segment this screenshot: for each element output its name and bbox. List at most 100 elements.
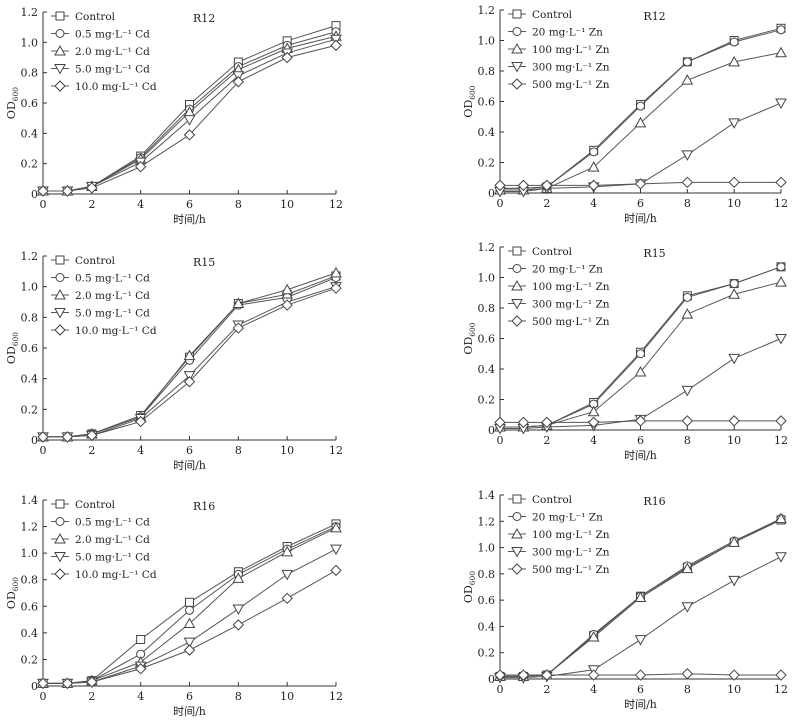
data-point-3 (587, 161, 600, 172)
legend-label: 0.5 mg·L⁻¹ Cd (75, 29, 150, 41)
data-point-5 (494, 179, 506, 192)
x-tick-label: 0 (40, 690, 47, 703)
data-point-5 (681, 415, 694, 427)
x-tick-label: 2 (88, 444, 95, 457)
legend-marker (511, 299, 523, 310)
legend-label: 20 mg·L⁻¹ Zn (532, 264, 603, 276)
x-tick-label: 0 (497, 683, 504, 696)
data-point-5 (37, 677, 49, 690)
data-point-5 (281, 51, 293, 64)
data-point-5 (517, 179, 530, 192)
legend-label: 5.0 mg·L⁻¹ Cd (75, 64, 150, 76)
legend-label: 5.0 mg·L⁻¹ Cd (75, 308, 150, 320)
data-point-5 (232, 322, 245, 334)
chart-panel-6: 0 0.2 0.4 0.6 0.8 1.0 1.2 1.4 0 2 4 6 8 10 12 时间/h OD600… (462, 489, 788, 711)
y-tick-label: 0.2 (21, 653, 39, 666)
data-point-5 (775, 669, 787, 681)
data-point-5 (541, 179, 553, 192)
data-point-3 (728, 55, 741, 67)
x-tick-label: 12 (774, 683, 788, 696)
x-axis-label: 时间/h (173, 705, 206, 718)
y-tick-label: 0.8 (478, 568, 496, 581)
data-point-4 (681, 150, 694, 161)
x-tick-label: 6 (186, 690, 193, 703)
legend-label: 2.0 mg·L⁻¹ Cd (75, 534, 150, 546)
x-tick-label: 8 (235, 444, 242, 457)
data-point-2 (636, 349, 645, 359)
legend-label: 10.0 mg·L⁻¹ Cd (75, 81, 157, 93)
data-point-5 (517, 669, 530, 681)
data-point-2 (729, 37, 739, 47)
legend-label: 2.0 mg·L⁻¹ Cd (75, 290, 150, 302)
data-point-2 (185, 605, 194, 615)
legend-marker (511, 42, 523, 54)
y-tick-label: 1.0 (478, 542, 496, 555)
y-tick-label: 0.4 (21, 373, 39, 386)
data-point-5 (183, 376, 196, 388)
legend-marker (511, 563, 523, 575)
legend-label: Control (75, 255, 116, 267)
data-point-5 (183, 129, 196, 141)
legend-marker (55, 29, 65, 38)
data-point-2 (636, 101, 645, 111)
data-point-5 (330, 282, 342, 294)
legend-marker (511, 279, 523, 291)
chart-title: R15 (643, 247, 665, 260)
legend-marker (54, 44, 66, 56)
data-point-5 (517, 416, 530, 429)
legend-marker (512, 27, 522, 36)
chart-panel-2: 0 0.2 0.4 0.6 0.8 1.0 1.2 0 2 4 6 8 10 12 时间/h OD600 R12… (462, 4, 788, 225)
x-tick-label: 4 (590, 683, 597, 696)
legend-label: 500 mg·L⁻¹ Zn (532, 316, 610, 328)
x-tick-label: 10 (727, 197, 741, 210)
legend-marker (512, 9, 522, 19)
y-tick-label: 0.6 (21, 342, 39, 355)
y-axis-label: OD600 (462, 571, 477, 603)
legend-marker (55, 517, 65, 526)
legend-label: Control (532, 9, 573, 21)
legend-marker (54, 324, 66, 336)
y-tick-label: 0.6 (478, 96, 496, 109)
data-point-5 (134, 415, 147, 428)
x-tick-label: 10 (280, 690, 294, 703)
y-axis-label: OD600 (462, 322, 477, 354)
data-point-3 (681, 74, 694, 85)
x-tick-label: 0 (40, 444, 47, 457)
legend-label: 300 mg·L⁻¹ Zn (532, 62, 610, 74)
data-point-5 (232, 619, 245, 631)
data-point-5 (587, 416, 600, 429)
data-point-5 (634, 178, 647, 190)
y-tick-label: 0.2 (478, 647, 496, 660)
legend-marker (55, 273, 65, 282)
data-point-5 (681, 668, 694, 680)
data-point-4 (728, 575, 741, 587)
y-tick-label: 0 (31, 188, 38, 201)
y-tick-label: 1.2 (478, 241, 496, 254)
x-axis-label: 时间/h (624, 212, 657, 225)
legend-marker (54, 80, 66, 92)
y-axis-label: OD600 (462, 85, 477, 117)
data-point-5 (37, 431, 49, 443)
data-point-3 (587, 630, 600, 642)
series-line-4 (500, 338, 782, 429)
data-point-4 (775, 334, 787, 345)
data-point-5 (86, 182, 98, 194)
data-point-3 (232, 572, 245, 583)
legend-label: 300 mg·L⁻¹ Zn (532, 299, 610, 311)
data-point-2 (729, 279, 739, 289)
legend-label: 5.0 mg·L⁻¹ Cd (75, 552, 150, 564)
data-point-5 (330, 564, 342, 577)
x-tick-label: 8 (235, 690, 242, 703)
y-tick-label: 1.2 (478, 4, 496, 17)
y-tick-label: 0.8 (21, 574, 39, 587)
data-point-3 (681, 308, 694, 319)
data-point-5 (587, 179, 600, 192)
chart-title: R15 (193, 256, 215, 269)
data-point-5 (728, 415, 740, 427)
x-tick-label: 6 (637, 434, 644, 447)
data-point-5 (61, 431, 74, 443)
svg-text:OD600: OD600 (5, 332, 20, 364)
data-point-2 (682, 57, 692, 67)
y-tick-label: 0.6 (478, 594, 496, 607)
x-tick-label: 4 (137, 690, 144, 703)
